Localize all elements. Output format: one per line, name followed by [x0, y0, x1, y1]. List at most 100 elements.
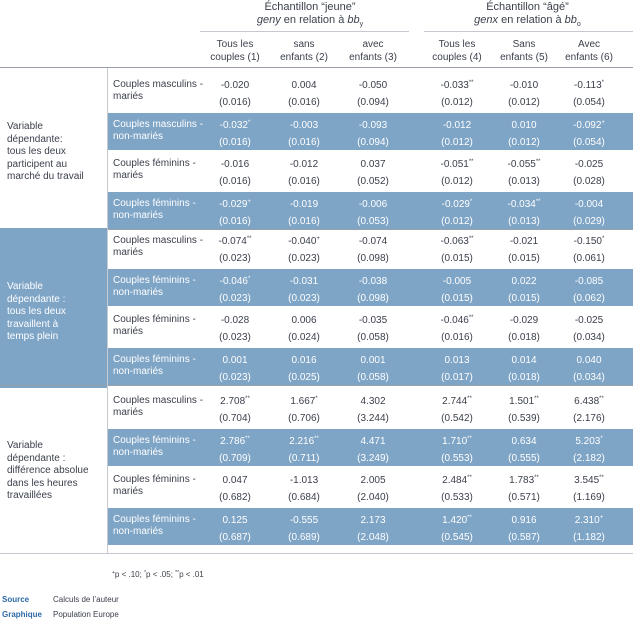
standard-error-cell: (2.048)	[357, 531, 389, 543]
standard-error-cell: (0.058)	[357, 371, 389, 383]
significance-mark: **	[534, 396, 539, 402]
coefficient-cell: -0.012	[442, 119, 472, 131]
standard-error-cell: (2.176)	[573, 413, 605, 424]
standard-error-cell: (0.023)	[288, 292, 320, 304]
coefficient-cell: -0.040+	[288, 236, 320, 247]
significance-mark: **	[468, 315, 474, 321]
standard-error-cell: (0.533)	[441, 492, 473, 503]
significance-mark: *	[315, 396, 318, 402]
row-label: Couples féminins - mariés	[113, 314, 196, 337]
coefficient-cell: -0.074**	[218, 236, 252, 247]
standard-error-cell: (0.023)	[219, 292, 251, 304]
standard-error-cell: (0.689)	[288, 531, 320, 543]
standard-error-cell: (0.094)	[357, 136, 389, 148]
block-divider	[0, 385, 633, 386]
row-label: Couples masculins - mariés	[113, 395, 204, 418]
table-bottom-rule	[0, 553, 633, 554]
coefficient-cell: -0.051**	[440, 159, 474, 170]
column-header-6: Avec enfants (6)	[565, 39, 613, 63]
coefficient-cell: 0.004	[291, 80, 317, 91]
significance-mark: *	[602, 236, 605, 242]
significance-mark: +	[316, 236, 320, 242]
standard-error-cell: (0.023)	[219, 371, 251, 383]
coefficient-cell: -0.020	[220, 80, 250, 91]
group-subtitle: genx en relation à bbo	[474, 14, 581, 29]
coefficient-cell: 2.173	[360, 514, 386, 526]
coefficient-cell: 0.001	[222, 354, 248, 366]
row-label: Couples masculins - mariés	[113, 235, 204, 258]
standard-error-cell: (0.061)	[573, 253, 605, 264]
coefficient-cell: 2.484**	[442, 475, 472, 486]
standard-error-cell: (0.024)	[288, 332, 320, 343]
standard-error-cell: (0.015)	[441, 292, 473, 304]
coefficient-cell: 2.310+	[574, 514, 604, 526]
standard-error-cell: (0.016)	[441, 332, 473, 343]
standard-error-cell: (0.015)	[508, 253, 540, 264]
row-label: Couples féminins - non-mariés	[113, 353, 196, 377]
standard-error-cell: (0.098)	[357, 292, 389, 304]
significance-footnote: +p < .10; *p < .05; **p < .01	[112, 570, 204, 579]
coefficient-cell: 1.710**	[442, 435, 472, 447]
standard-error-cell: (0.555)	[508, 452, 540, 464]
standard-error-cell: (0.018)	[508, 332, 540, 343]
significance-mark: **	[468, 159, 474, 165]
standard-error-cell: (0.682)	[219, 492, 251, 503]
source-value: Calculs de l’auteur	[53, 595, 119, 604]
coefficient-cell: -0.034**	[507, 198, 541, 210]
row-shade	[108, 112, 633, 150]
coefficient-cell: 0.634	[511, 435, 537, 447]
coefficient-cell: 1.783**	[509, 475, 539, 486]
significance-mark: **	[467, 475, 472, 481]
standard-error-cell: (0.094)	[357, 97, 389, 108]
dependent-variable-label: Variable dépendante : tous les deux travail…	[7, 281, 66, 342]
significance-mark: **	[468, 80, 474, 86]
coefficient-cell: -0.006	[358, 198, 388, 210]
standard-error-cell: (0.016)	[288, 215, 320, 227]
standard-error-cell: (0.023)	[288, 253, 320, 264]
standard-error-cell: (2.182)	[573, 452, 605, 464]
standard-error-cell: (0.016)	[219, 97, 251, 108]
significance-mark: +	[601, 119, 605, 126]
coefficient-cell: -0.093	[358, 119, 388, 131]
coefficient-cell: -0.029+	[219, 198, 251, 210]
coefficient-cell: 6.438**	[574, 396, 604, 407]
row-label: Couples féminins - mariés	[113, 158, 196, 181]
coefficient-cell: 2.786**	[220, 435, 250, 447]
coefficient-cell: 0.037	[360, 159, 386, 170]
coefficient-cell: 2.708**	[220, 396, 250, 407]
significance-mark: *	[600, 435, 603, 442]
group-underline-young	[200, 31, 409, 32]
coefficient-cell: -0.063**	[440, 236, 474, 247]
group-header-young: Échantillon “jeune” geny en relation à b…	[215, 1, 405, 31]
standard-error-cell: (0.052)	[357, 176, 389, 187]
coefficient-cell: -0.085	[574, 275, 604, 287]
row-label: Couples masculins - non-mariés	[113, 118, 204, 142]
standard-error-cell: (0.029)	[573, 215, 605, 227]
standard-error-cell: (0.023)	[219, 253, 251, 264]
coefficient-cell: 0.010	[511, 119, 537, 131]
standard-error-cell: (0.053)	[357, 215, 389, 227]
row-label: Couples féminins - non-mariés	[113, 197, 196, 221]
column-header-4: Tous les couples (4)	[432, 39, 482, 63]
group-underline-old	[424, 31, 633, 32]
coefficient-cell: -0.019	[289, 198, 319, 210]
standard-error-cell: (0.054)	[573, 97, 605, 108]
significance-mark: **	[534, 475, 539, 481]
significance-mark: *	[470, 198, 473, 205]
standard-error-cell: (0.545)	[441, 531, 473, 543]
coefficient-cell: -0.046**	[440, 315, 474, 326]
standard-error-cell: (0.012)	[508, 97, 540, 108]
coefficient-cell: -0.055**	[507, 159, 541, 170]
standard-error-cell: (0.025)	[288, 371, 320, 383]
significance-mark: **	[467, 396, 472, 402]
coefficient-cell: -0.029	[509, 315, 539, 326]
standard-error-cell: (0.016)	[288, 97, 320, 108]
label-column-divider	[107, 68, 108, 554]
coefficient-cell: -0.033**	[440, 80, 474, 91]
standard-error-cell: (0.706)	[288, 413, 320, 424]
column-header-3: avec enfants (3)	[349, 39, 397, 63]
coefficient-cell: 0.013	[444, 354, 470, 366]
coefficient-cell: -0.003	[289, 119, 319, 131]
column-header-5: Sans enfants (5)	[500, 39, 548, 63]
